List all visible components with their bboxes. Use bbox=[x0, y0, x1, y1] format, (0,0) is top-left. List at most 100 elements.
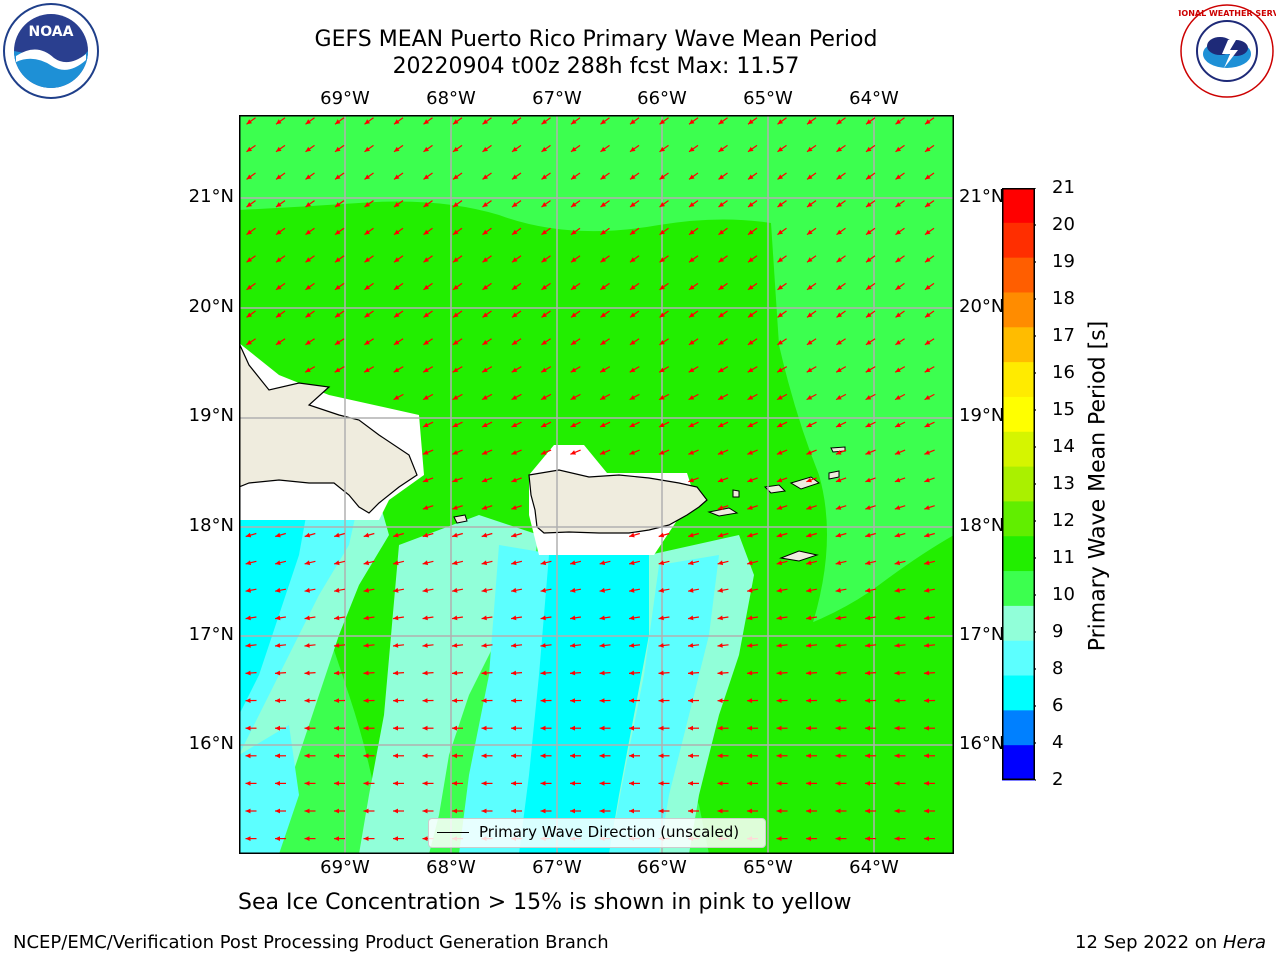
wave-arrow-head bbox=[717, 698, 723, 703]
wave-arrow-head bbox=[393, 670, 399, 676]
wave-arrow-head bbox=[747, 753, 752, 759]
wave-arrow-head bbox=[688, 477, 694, 483]
wave-arrow-head bbox=[629, 670, 635, 676]
wave-arrow-head bbox=[629, 367, 636, 373]
wave-arrow-head bbox=[599, 753, 605, 759]
wave-arrow-head bbox=[836, 312, 842, 318]
wave-arrow-head bbox=[541, 119, 547, 125]
wave-arrow-head bbox=[246, 284, 252, 290]
wave-arrow-head bbox=[866, 257, 872, 263]
wave-arrow-head bbox=[835, 670, 841, 676]
wave-arrow-head bbox=[511, 670, 517, 676]
wave-arrow-head bbox=[835, 615, 841, 621]
wave-arrow-head bbox=[629, 450, 635, 455]
wave-arrow-head bbox=[393, 643, 399, 648]
wave-arrow-head bbox=[394, 202, 400, 207]
wave-arrow-head bbox=[718, 422, 724, 427]
wave-arrow-head bbox=[540, 560, 547, 566]
wave-arrow-head bbox=[571, 257, 577, 263]
wave-arrow-head bbox=[777, 257, 783, 263]
wave-arrow-head bbox=[865, 560, 871, 566]
colorbar-tick-label: 19 bbox=[1052, 251, 1075, 272]
wave-arrow-head bbox=[717, 450, 724, 455]
wave-arrow-head bbox=[630, 257, 636, 263]
wave-arrow-head bbox=[894, 753, 900, 759]
wave-arrow-head bbox=[276, 284, 282, 290]
wave-arrow-head bbox=[717, 725, 723, 731]
wave-arrow-head bbox=[717, 560, 724, 566]
wave-arrow-head bbox=[511, 781, 516, 786]
wave-arrow-head bbox=[630, 229, 636, 235]
wave-arrow-head bbox=[806, 615, 812, 621]
wave-arrow-head bbox=[629, 560, 635, 566]
colorbar-tick-label: 20 bbox=[1052, 214, 1075, 235]
chart-title: GEFS MEAN Puerto Rico Primary Wave Mean … bbox=[314, 27, 878, 52]
wave-arrow-head bbox=[364, 312, 370, 318]
wave-arrow-head bbox=[276, 202, 282, 207]
wave-arrow-head bbox=[865, 698, 871, 703]
wave-arrow-head bbox=[246, 119, 252, 125]
wave-arrow-head bbox=[776, 670, 782, 676]
wave-arrow-head bbox=[659, 367, 665, 373]
colorbar-title: Primary Wave Mean Period [s] bbox=[1085, 320, 1111, 652]
wave-arrow-head bbox=[806, 808, 811, 814]
wave-arrow-head bbox=[689, 119, 695, 125]
wave-arrow-head bbox=[275, 560, 281, 566]
wave-arrow-head bbox=[836, 422, 842, 427]
wave-arrow-head bbox=[835, 781, 841, 786]
wave-arrow-head bbox=[393, 615, 399, 621]
wave-arrow-head bbox=[571, 229, 577, 235]
wave-arrow-head bbox=[334, 340, 341, 345]
wave-arrow-head bbox=[895, 422, 901, 427]
wave-arrow-head bbox=[747, 477, 753, 483]
wave-arrow-head bbox=[482, 257, 488, 263]
wave-arrow-head bbox=[718, 312, 724, 318]
legend-label: Primary Wave Direction (unscaled) bbox=[479, 823, 740, 841]
wave-arrow-head bbox=[924, 643, 930, 648]
colorbar-segment bbox=[1002, 292, 1035, 328]
colorbar-segment bbox=[1002, 605, 1035, 642]
wave-arrow-head bbox=[246, 202, 252, 207]
nws-logo-text: NATIONAL WEATHER SERVICE bbox=[1178, 9, 1276, 18]
wave-arrow-head bbox=[806, 450, 812, 455]
wave-arrow-head bbox=[835, 808, 841, 814]
wave-arrow-head bbox=[540, 587, 546, 593]
wave-arrow-head bbox=[394, 284, 400, 290]
wave-arrow-head bbox=[865, 532, 871, 538]
wave-arrow-head bbox=[806, 395, 813, 400]
wave-arrow-head bbox=[541, 312, 547, 318]
wave-arrow-head bbox=[245, 698, 251, 703]
wave-arrow-head bbox=[335, 119, 341, 125]
wave-arrow-head bbox=[422, 450, 429, 455]
wave-arrow-head bbox=[689, 284, 695, 290]
wave-arrow-head bbox=[304, 615, 310, 621]
wave-arrow-head bbox=[688, 450, 694, 455]
wave-arrow-head bbox=[246, 257, 252, 263]
wave-arrow-head bbox=[511, 477, 517, 483]
colorbar-tick-label: 16 bbox=[1052, 362, 1075, 383]
wave-arrow-head bbox=[305, 174, 311, 180]
footer-machine: Hera bbox=[1222, 932, 1266, 953]
wave-arrow-head bbox=[689, 202, 695, 207]
wave-arrow-head bbox=[748, 229, 754, 235]
wave-arrow-head bbox=[246, 312, 252, 318]
colorbar-segment bbox=[1002, 640, 1035, 677]
wave-arrow-head bbox=[865, 477, 871, 483]
wave-arrow-head bbox=[689, 174, 695, 180]
wave-arrow-head bbox=[717, 643, 723, 648]
wave-arrow-head bbox=[895, 284, 901, 290]
wave-arrow-head bbox=[629, 532, 635, 538]
wave-arrow-head bbox=[747, 367, 754, 373]
wave-arrow-head bbox=[629, 781, 634, 786]
wave-arrow-head bbox=[423, 284, 429, 290]
lon-label-bottom: 69°W bbox=[320, 857, 370, 878]
lat-label-right: 20°N bbox=[959, 296, 1005, 317]
wave-arrow-head bbox=[599, 808, 605, 814]
wave-arrow-head bbox=[718, 202, 724, 207]
wave-arrow-head bbox=[835, 698, 841, 703]
wave-arrow-head bbox=[276, 312, 282, 318]
wave-arrow-head bbox=[629, 395, 636, 400]
wave-arrow-head bbox=[688, 532, 694, 538]
wave-arrow-head bbox=[275, 532, 281, 538]
colorbar-segment bbox=[1002, 466, 1035, 502]
